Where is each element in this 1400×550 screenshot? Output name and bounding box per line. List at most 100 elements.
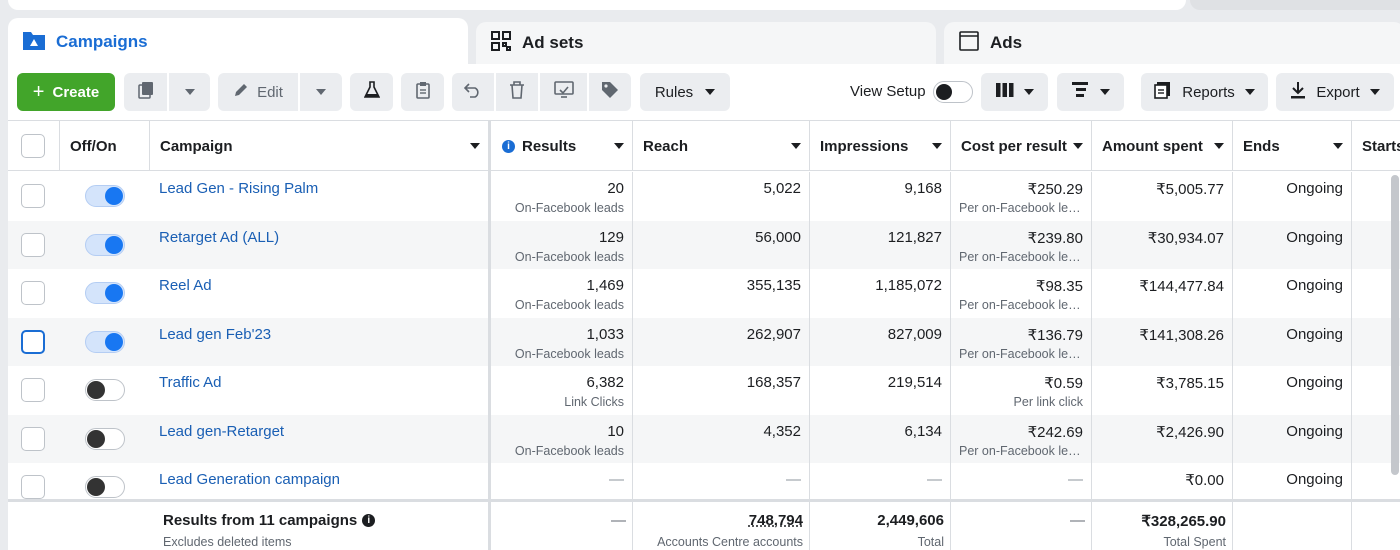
sort-caret-icon[interactable] [1333, 143, 1343, 149]
edit-dropdown-button[interactable] [300, 73, 342, 111]
campaign-toggle[interactable] [85, 233, 125, 256]
header-results[interactable]: i Results [492, 121, 633, 171]
cell-ends: Ongoing [1233, 317, 1352, 366]
header-starts[interactable]: Starts [1352, 121, 1400, 171]
columns-button[interactable] [981, 73, 1048, 111]
cell-name: Reel Ad [150, 269, 489, 318]
summary-impressions-value: 2,449,606 [877, 512, 944, 529]
row-checkbox[interactable] [21, 378, 45, 402]
ends-value: Ongoing [1286, 277, 1343, 294]
breakdown-button[interactable] [1057, 73, 1124, 111]
table-row[interactable]: Reel Ad 1,469 On-Facebook leads 355,135 1,18… [8, 269, 1400, 318]
sort-caret-icon[interactable] [470, 143, 480, 149]
sort-caret-icon[interactable] [1073, 143, 1083, 149]
cell-results: 20 On-Facebook leads [492, 172, 633, 221]
row-checkbox[interactable] [21, 184, 45, 208]
tab-ad-sets[interactable]: Ad sets [476, 22, 936, 64]
plus-icon: + [32, 80, 45, 103]
toggle-knob [87, 478, 105, 496]
reports-dropdown[interactable]: Reports [1141, 73, 1268, 111]
view-setup-label: View Setup [850, 83, 926, 100]
sort-caret-icon[interactable] [1214, 143, 1224, 149]
results-value: 20 [607, 180, 624, 197]
header-reach[interactable]: Reach [633, 121, 810, 171]
top-strip-secondary [1190, 0, 1400, 10]
table-row[interactable]: Lead gen-Retarget 10 On-Facebook leads 4,35… [8, 414, 1400, 463]
select-all-checkbox[interactable] [21, 134, 45, 158]
cell-spent: ₹0.00 [1092, 463, 1233, 512]
reach-value: 5,022 [763, 180, 801, 197]
campaign-name-link[interactable]: Retarget Ad (ALL) [159, 228, 280, 246]
campaign-toggle[interactable] [85, 379, 125, 401]
sort-caret-icon[interactable] [614, 143, 624, 149]
header-impressions[interactable]: Impressions [810, 121, 951, 171]
toggle-knob [105, 187, 123, 205]
vertical-scrollbar[interactable] [1391, 175, 1399, 475]
info-icon[interactable]: i [362, 514, 376, 527]
row-checkbox[interactable] [21, 329, 45, 354]
campaigns-table: Off/On Campaign i Results Reach Impressi… [8, 120, 1400, 550]
campaign-name-link[interactable]: Lead gen-Retarget [159, 422, 285, 440]
sort-caret-icon[interactable] [791, 143, 801, 149]
table-row[interactable]: Lead Generation campaign — — — — ₹0.00 Ongoing [8, 463, 1400, 512]
undo-icon [463, 82, 482, 102]
header-amount-spent[interactable]: Amount spent [1092, 121, 1233, 171]
info-icon[interactable]: i [502, 139, 515, 153]
tab-campaigns[interactable]: Campaigns [8, 18, 468, 66]
preview-button[interactable] [540, 73, 587, 111]
table-row[interactable]: Lead Gen - Rising Palm 20 On-Facebook lead… [8, 172, 1400, 221]
clipboard-button[interactable] [401, 73, 444, 111]
table-row[interactable]: Lead gen Feb'23 1,033 On-Facebook leads 262… [8, 317, 1400, 366]
frozen-column-divider[interactable] [488, 121, 491, 550]
cost-per-result-value: ₹98.35 [1035, 278, 1083, 295]
toolbar: + Create Edit Rules View Setup [8, 64, 1400, 120]
edit-label: Edit [257, 83, 283, 101]
campaign-toggle[interactable] [85, 330, 125, 353]
top-strip [8, 0, 1186, 10]
tab-label: Ad sets [522, 33, 584, 52]
campaign-toggle[interactable] [85, 476, 125, 498]
sort-caret-icon[interactable] [932, 143, 942, 149]
campaign-name-link[interactable]: Traffic Ad [159, 374, 222, 391]
campaign-name-link[interactable]: Lead Gen - Rising Palm [159, 180, 319, 197]
header-ends[interactable]: Ends [1233, 121, 1352, 171]
cell-spent: ₹30,934.07 [1092, 220, 1233, 269]
create-button[interactable]: + Create [17, 73, 115, 111]
row-checkbox[interactable] [21, 232, 45, 257]
summary-reach-value[interactable]: 748,794 [748, 512, 803, 529]
header-cost-per-result[interactable]: Cost per result [951, 121, 1092, 171]
cell-spent: ₹3,785.15 [1092, 366, 1233, 415]
cell-name: Traffic Ad [150, 366, 489, 415]
row-checkbox[interactable] [21, 426, 45, 451]
tag-button[interactable] [589, 73, 631, 111]
ab-test-button[interactable] [350, 73, 393, 111]
summary-title-cell: Results from 11 campaigns i Excludes dele… [150, 502, 489, 550]
tab-ads[interactable]: Ads [944, 22, 1400, 64]
edit-button[interactable]: Edit [218, 73, 298, 111]
table-row[interactable]: Traffic Ad 6,382 Link Clicks 168,357 219,514… [8, 366, 1400, 415]
campaign-toggle[interactable] [85, 427, 125, 450]
chevron-down-icon [1023, 89, 1034, 95]
export-dropdown[interactable]: Export [1276, 73, 1394, 111]
row-checkbox[interactable] [21, 475, 45, 499]
header-campaign[interactable]: Campaign [150, 121, 489, 171]
campaign-toggle[interactable] [85, 185, 125, 207]
cell-reach: 4,352 [633, 414, 810, 463]
preview-icon [553, 81, 574, 103]
cell-name: Retarget Ad (ALL) [150, 220, 489, 269]
undo-button[interactable] [452, 73, 494, 111]
table-row[interactable]: Retarget Ad (ALL) 129 On-Facebook leads 56,… [8, 220, 1400, 269]
view-setup-toggle[interactable] [933, 81, 973, 103]
duplicate-button[interactable] [124, 73, 167, 111]
duplicate-dropdown-button[interactable] [169, 73, 210, 111]
chevron-down-icon [1244, 89, 1255, 95]
cell-ends: Ongoing [1233, 220, 1352, 269]
campaign-toggle[interactable] [85, 282, 125, 304]
rules-dropdown[interactable]: Rules [640, 73, 730, 111]
campaign-name-link[interactable]: Reel Ad [159, 277, 212, 294]
pencil-icon [233, 82, 249, 102]
delete-button[interactable] [496, 73, 538, 111]
campaign-name-link[interactable]: Lead Generation campaign [159, 471, 340, 488]
campaign-name-link[interactable]: Lead gen Feb'23 [159, 325, 272, 343]
row-checkbox[interactable] [21, 281, 45, 305]
